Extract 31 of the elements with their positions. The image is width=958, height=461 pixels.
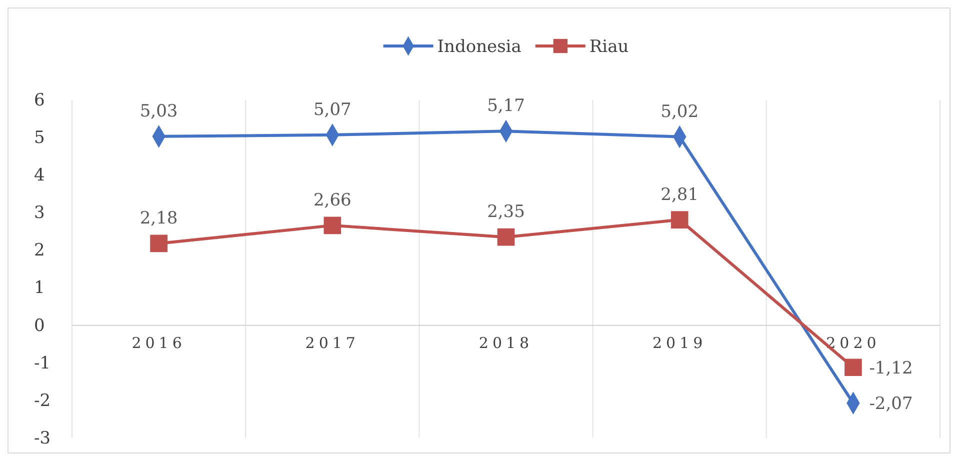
- x-tick-label: 2017: [305, 334, 360, 352]
- y-tick-label: 4: [34, 166, 45, 186]
- point: [150, 234, 168, 252]
- x-tick-label: 2018: [478, 334, 534, 352]
- y-tick-label: 1: [34, 278, 45, 298]
- y-tick-label: 0: [34, 316, 45, 336]
- data-label: -1,12: [869, 358, 913, 378]
- data-label: 5,03: [140, 101, 178, 122]
- y-tick-label: 3: [34, 203, 45, 224]
- y-tick-label: 5: [34, 128, 45, 148]
- x-tick-label: 2019: [652, 334, 707, 352]
- data-label: 5,07: [313, 100, 352, 120]
- y-tick-label: -3: [34, 428, 51, 448]
- data-label: 2,66: [313, 190, 352, 210]
- data-label: -2,07: [869, 394, 913, 414]
- legend-label: Indonesia: [437, 37, 522, 57]
- point: [497, 228, 515, 246]
- data-label: 5,17: [487, 96, 525, 116]
- x-tick-label: 2016: [132, 334, 186, 352]
- data-label: 2,18: [140, 208, 178, 228]
- point: [844, 358, 862, 376]
- point: [324, 216, 342, 234]
- data-label: 5,02: [660, 102, 699, 122]
- data-label: 2,35: [487, 202, 525, 222]
- data-label: 2,81: [660, 184, 699, 205]
- point: [670, 211, 688, 228]
- y-tick-label: -1: [34, 353, 51, 374]
- y-tick-label: 6: [34, 90, 45, 110]
- y-tick-label: 2: [34, 240, 45, 261]
- legend-label: Riau: [589, 37, 629, 57]
- y-tick-label: -2: [34, 390, 51, 411]
